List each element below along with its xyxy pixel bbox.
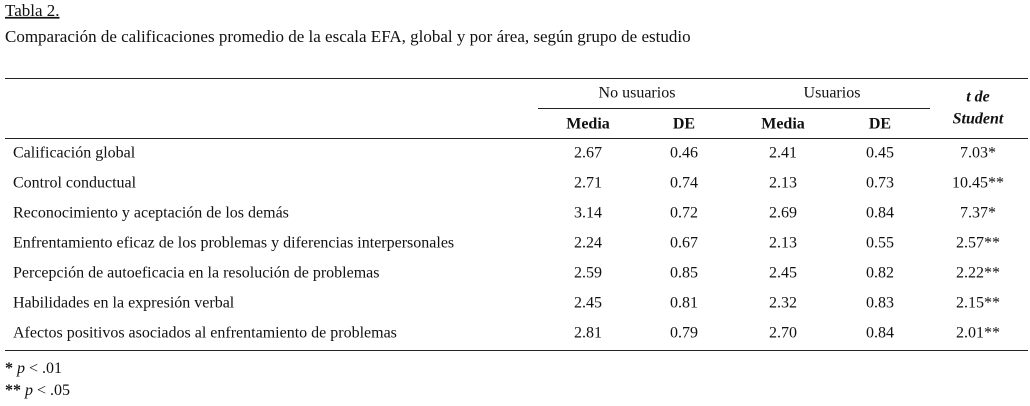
cell: 0.79 — [670, 325, 698, 342]
cell: 0.67 — [670, 235, 698, 252]
cell: 2.45 — [574, 295, 602, 312]
cell: 2.70 — [769, 325, 797, 342]
cell: 7.37* — [960, 205, 996, 222]
cell: 2.59 — [574, 265, 602, 282]
cell: 2.71 — [574, 175, 602, 192]
cell: 0.83 — [866, 295, 894, 312]
footnote-mark: ** — [5, 382, 21, 399]
cell: 0.55 — [866, 235, 894, 252]
cell: 2.22** — [956, 265, 1000, 282]
row-label: Percepción de autoeficacia en la resoluc… — [13, 265, 380, 282]
footnote: ** p < .05 — [5, 382, 70, 399]
cell: 2.01** — [956, 325, 1000, 342]
cell: 2.41 — [769, 145, 797, 162]
table-title: Tabla 2. — [5, 1, 60, 20]
group-header: No usuarios — [599, 85, 676, 102]
cell: 0.82 — [866, 265, 894, 282]
test-header: t de — [966, 89, 990, 106]
column-header: Media — [761, 116, 805, 133]
cell: 2.13 — [769, 235, 797, 252]
cell: 0.84 — [866, 205, 894, 222]
cell: 0.73 — [866, 175, 894, 192]
row-label: Control conductual — [13, 175, 137, 192]
footnote-symbol: p — [16, 360, 25, 377]
cell: 0.45 — [866, 145, 894, 162]
row-label: Afectos positivos asociados al enfrentam… — [13, 325, 397, 342]
cell: 0.84 — [866, 325, 894, 342]
cell: 10.45** — [952, 175, 1004, 192]
footnote-mark: * — [5, 360, 13, 377]
column-header: DE — [673, 116, 695, 133]
cell: 2.67 — [574, 145, 602, 162]
cell: 2.69 — [769, 205, 797, 222]
test-header: Student — [953, 111, 1004, 128]
group-header: Usuarios — [804, 85, 861, 102]
cell: 2.81 — [574, 325, 602, 342]
cell: 2.15** — [956, 295, 1000, 312]
cell: 0.74 — [670, 175, 698, 192]
cell: 0.46 — [670, 145, 698, 162]
cell: 0.81 — [670, 295, 698, 312]
footnote-text: < .05 — [37, 382, 70, 399]
table-subtitle: Comparación de calificaciones promedio d… — [5, 27, 691, 46]
row-label: Enfrentamiento eficaz de los problemas y… — [13, 235, 454, 252]
cell: 7.03* — [960, 145, 996, 162]
footnote: * p < .01 — [5, 360, 62, 377]
column-header: DE — [869, 116, 891, 133]
cell: 2.57** — [956, 235, 1000, 252]
row-label: Calificación global — [13, 145, 136, 162]
cell: 2.45 — [769, 265, 797, 282]
column-header: Media — [566, 116, 610, 133]
cell: 2.24 — [574, 235, 602, 252]
cell: 3.14 — [574, 205, 602, 222]
cell: 2.13 — [769, 175, 797, 192]
row-label: Habilidades en la expresión verbal — [13, 295, 235, 312]
footnote-text: < .01 — [29, 360, 62, 377]
footnote-symbol: p — [24, 382, 33, 399]
row-label: Reconocimiento y aceptación de los demás — [13, 205, 289, 222]
cell: 2.32 — [769, 295, 797, 312]
cell: 0.72 — [670, 205, 698, 222]
cell: 0.85 — [670, 265, 698, 282]
